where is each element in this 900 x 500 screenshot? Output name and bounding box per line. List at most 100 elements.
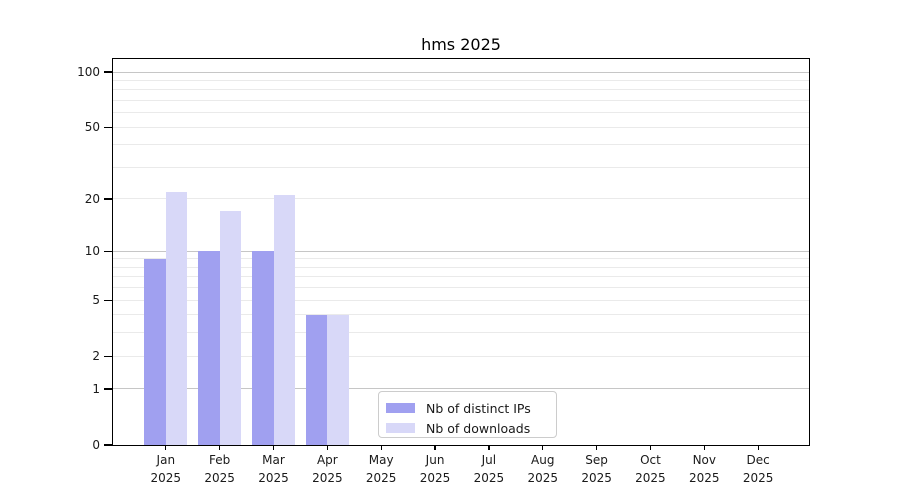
- gridline-minor-20: [113, 198, 809, 200]
- legend: Nb of distinct IPs Nb of downloads: [378, 391, 557, 438]
- y-tick-5: [104, 299, 112, 301]
- x-tick-jul: [488, 446, 490, 450]
- x-tick-sep: [596, 446, 598, 450]
- bar-downloads-apr: [327, 314, 349, 445]
- gridline-minor-8: [113, 266, 809, 268]
- x-tick-year: 2025: [365, 471, 397, 485]
- gridline-minor-7: [113, 276, 809, 278]
- x-tick-month: Dec: [746, 453, 770, 467]
- x-tick-label-apr: Apr 2025: [300, 451, 354, 487]
- bar-distinct-ips-feb: [198, 251, 220, 445]
- x-tick-label-aug: Aug 2025: [516, 451, 570, 487]
- y-tick-label-50: 50: [84, 120, 100, 135]
- y-tick-2: [104, 355, 112, 357]
- y-tick-100: [104, 71, 112, 73]
- x-tick-aug: [542, 446, 544, 450]
- x-tick-year: 2025: [742, 471, 774, 485]
- x-tick-may: [380, 446, 382, 450]
- y-tick-1: [104, 388, 112, 390]
- x-tick-year: 2025: [150, 471, 182, 485]
- gridline-major-100: [113, 71, 809, 73]
- x-tick-label-nov: Nov 2025: [677, 451, 731, 487]
- gridline-minor-30: [113, 166, 809, 168]
- x-tick-label-feb: Feb 2025: [193, 451, 247, 487]
- x-tick-month: Oct: [640, 453, 661, 467]
- gridline-minor-50: [113, 126, 809, 128]
- gridline-major-10: [113, 250, 809, 252]
- x-tick-month: Feb: [209, 453, 231, 467]
- gridline-minor-9: [113, 258, 809, 260]
- x-tick-year: 2025: [635, 471, 666, 485]
- x-tick-feb: [219, 446, 221, 450]
- gridline-minor-3: [113, 332, 809, 334]
- y-tick-label-10: 10: [84, 244, 100, 259]
- y-tick-20: [104, 198, 112, 200]
- x-tick-month: Mar: [262, 453, 285, 467]
- x-tick-month: Nov: [692, 453, 716, 467]
- x-tick-year: 2025: [419, 471, 451, 485]
- x-tick-label-oct: Oct 2025: [623, 451, 677, 487]
- y-tick-10: [104, 250, 112, 252]
- y-tick-label-100: 100: [77, 65, 100, 79]
- x-tick-label-jul: Jul 2025: [462, 451, 516, 487]
- x-tick-month: Jan: [156, 453, 176, 467]
- chart-title: hms 2025: [421, 35, 501, 54]
- y-tick-50: [104, 126, 112, 128]
- y-tick-label-5: 5: [92, 293, 100, 308]
- x-tick-year: 2025: [473, 471, 505, 485]
- gridline-minor-2: [113, 355, 809, 357]
- plot-area: [112, 58, 810, 446]
- x-tick-month: Aug: [531, 453, 555, 467]
- bar-downloads-feb: [219, 211, 242, 445]
- legend-label-downloads: Nb of downloads: [426, 420, 531, 436]
- gridline-minor-80: [113, 89, 809, 91]
- bar-distinct-ips-mar: [252, 251, 274, 445]
- gridline-minor-5: [113, 299, 809, 301]
- x-tick-label-jan: Jan 2025: [139, 451, 193, 487]
- bar-distinct-ips-apr: [305, 314, 328, 445]
- gridline-minor-40: [113, 144, 809, 146]
- gridline-minor-90: [113, 79, 809, 81]
- x-tick-label-mar: Mar 2025: [247, 451, 301, 487]
- x-tick-jan: [165, 446, 167, 450]
- gridline-minor-70: [113, 99, 809, 101]
- legend-swatch-downloads: [386, 423, 415, 433]
- y-tick-0: [104, 444, 112, 446]
- bar-downloads-mar: [273, 195, 295, 445]
- x-tick-month: Apr: [316, 453, 338, 467]
- x-tick-month: Sep: [585, 453, 608, 467]
- gridline-minor-6: [113, 287, 809, 289]
- y-tick-label-1: 1: [92, 381, 100, 396]
- y-tick-label-2: 2: [92, 349, 100, 364]
- gridline-minor-4: [113, 314, 809, 316]
- x-tick-mar: [272, 446, 275, 450]
- x-tick-oct: [649, 446, 652, 450]
- x-tick-month: Jun: [425, 453, 445, 467]
- x-tick-year: 2025: [689, 471, 720, 485]
- x-tick-nov: [703, 446, 705, 450]
- x-tick-month: Jul: [481, 453, 497, 467]
- legend-item-distinct-ips: Nb of distinct IPs: [386, 398, 546, 418]
- x-tick-year: 2025: [581, 471, 612, 485]
- bar-distinct-ips-jan: [144, 258, 166, 445]
- legend-swatch-distinct-ips: [386, 403, 415, 413]
- x-tick-label-jun: Jun 2025: [408, 451, 462, 487]
- gridline-minor-60: [113, 112, 809, 114]
- x-tick-label-dec: Dec 2025: [731, 451, 785, 487]
- legend-label-distinct-ips: Nb of distinct IPs: [426, 400, 531, 416]
- y-tick-label-0: 0: [92, 438, 100, 452]
- x-tick-year: 2025: [527, 471, 559, 485]
- bar-downloads-jan: [165, 191, 188, 445]
- x-tick-apr: [326, 446, 329, 450]
- x-tick-label-sep: Sep 2025: [570, 451, 624, 487]
- x-tick-dec: [757, 446, 759, 450]
- x-tick-year: 2025: [204, 471, 235, 485]
- x-tick-month: May: [368, 453, 394, 467]
- x-tick-label-may: May 2025: [354, 451, 408, 487]
- x-tick-jun: [434, 446, 436, 450]
- gridline-major-1: [113, 388, 809, 390]
- x-tick-year: 2025: [258, 471, 289, 485]
- x-tick-year: 2025: [312, 471, 343, 485]
- legend-item-downloads: Nb of downloads: [386, 418, 546, 438]
